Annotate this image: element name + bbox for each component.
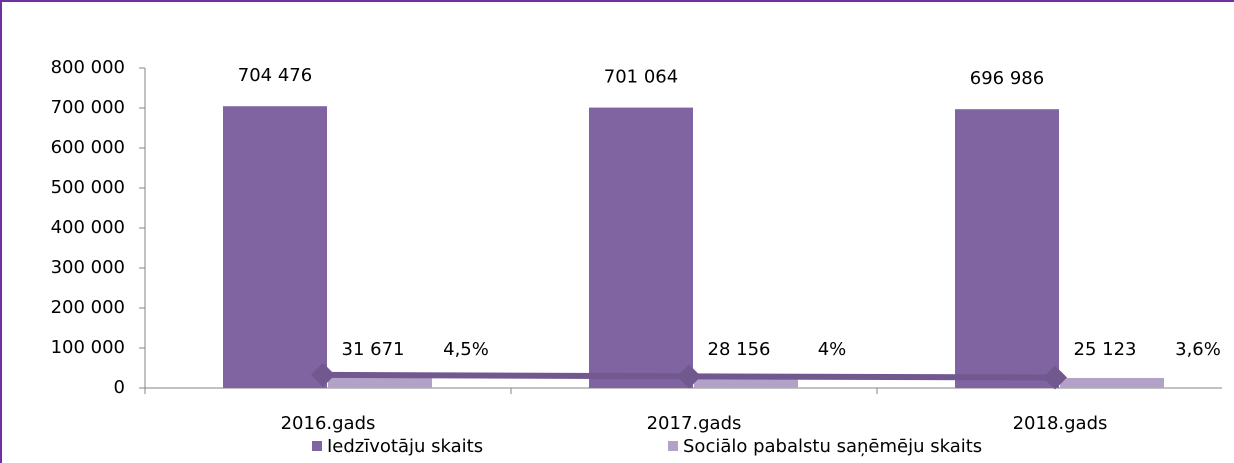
data-label: 25 123 bbox=[1074, 339, 1137, 360]
bar bbox=[589, 107, 693, 388]
bar bbox=[955, 109, 1059, 388]
y-tick-label: 500 000 bbox=[51, 177, 125, 198]
y-tick-label: 600 000 bbox=[51, 137, 125, 158]
data-label: 28 156 bbox=[708, 339, 771, 360]
y-tick-label: 0 bbox=[114, 377, 125, 398]
y-tick-label: 200 000 bbox=[51, 297, 125, 318]
data-label: 701 064 bbox=[604, 67, 678, 88]
bar bbox=[1060, 377, 1164, 388]
data-label: 31 671 bbox=[342, 339, 405, 360]
y-tick-label: 100 000 bbox=[51, 337, 125, 358]
line-marker bbox=[1043, 365, 1067, 390]
legend-label: Sociālo pabalstu saņēmēju skaits bbox=[683, 436, 982, 457]
bar bbox=[223, 106, 327, 389]
x-tick-label: 2017.gads bbox=[647, 413, 742, 434]
line-marker bbox=[311, 362, 335, 387]
x-tick-label: 2018.gads bbox=[1013, 413, 1108, 434]
legend-swatch bbox=[312, 441, 322, 451]
y-tick-label: 300 000 bbox=[51, 257, 125, 278]
bar bbox=[328, 375, 432, 388]
line-marker bbox=[677, 364, 701, 389]
data-label: 4% bbox=[818, 339, 847, 360]
legend-label: Iedzīvotāju skaits bbox=[327, 436, 483, 457]
data-label: 696 986 bbox=[970, 68, 1044, 89]
y-tick-label: 400 000 bbox=[51, 217, 125, 238]
y-tick-label: 700 000 bbox=[51, 97, 125, 118]
data-label: 3,6% bbox=[1175, 339, 1221, 360]
data-label: 4,5% bbox=[443, 339, 489, 360]
y-tick-label: 800 000 bbox=[51, 57, 125, 78]
bar bbox=[694, 376, 798, 388]
x-tick-label: 2016.gads bbox=[281, 413, 376, 434]
data-label: 704 476 bbox=[238, 65, 312, 86]
legend-swatch bbox=[668, 441, 678, 451]
